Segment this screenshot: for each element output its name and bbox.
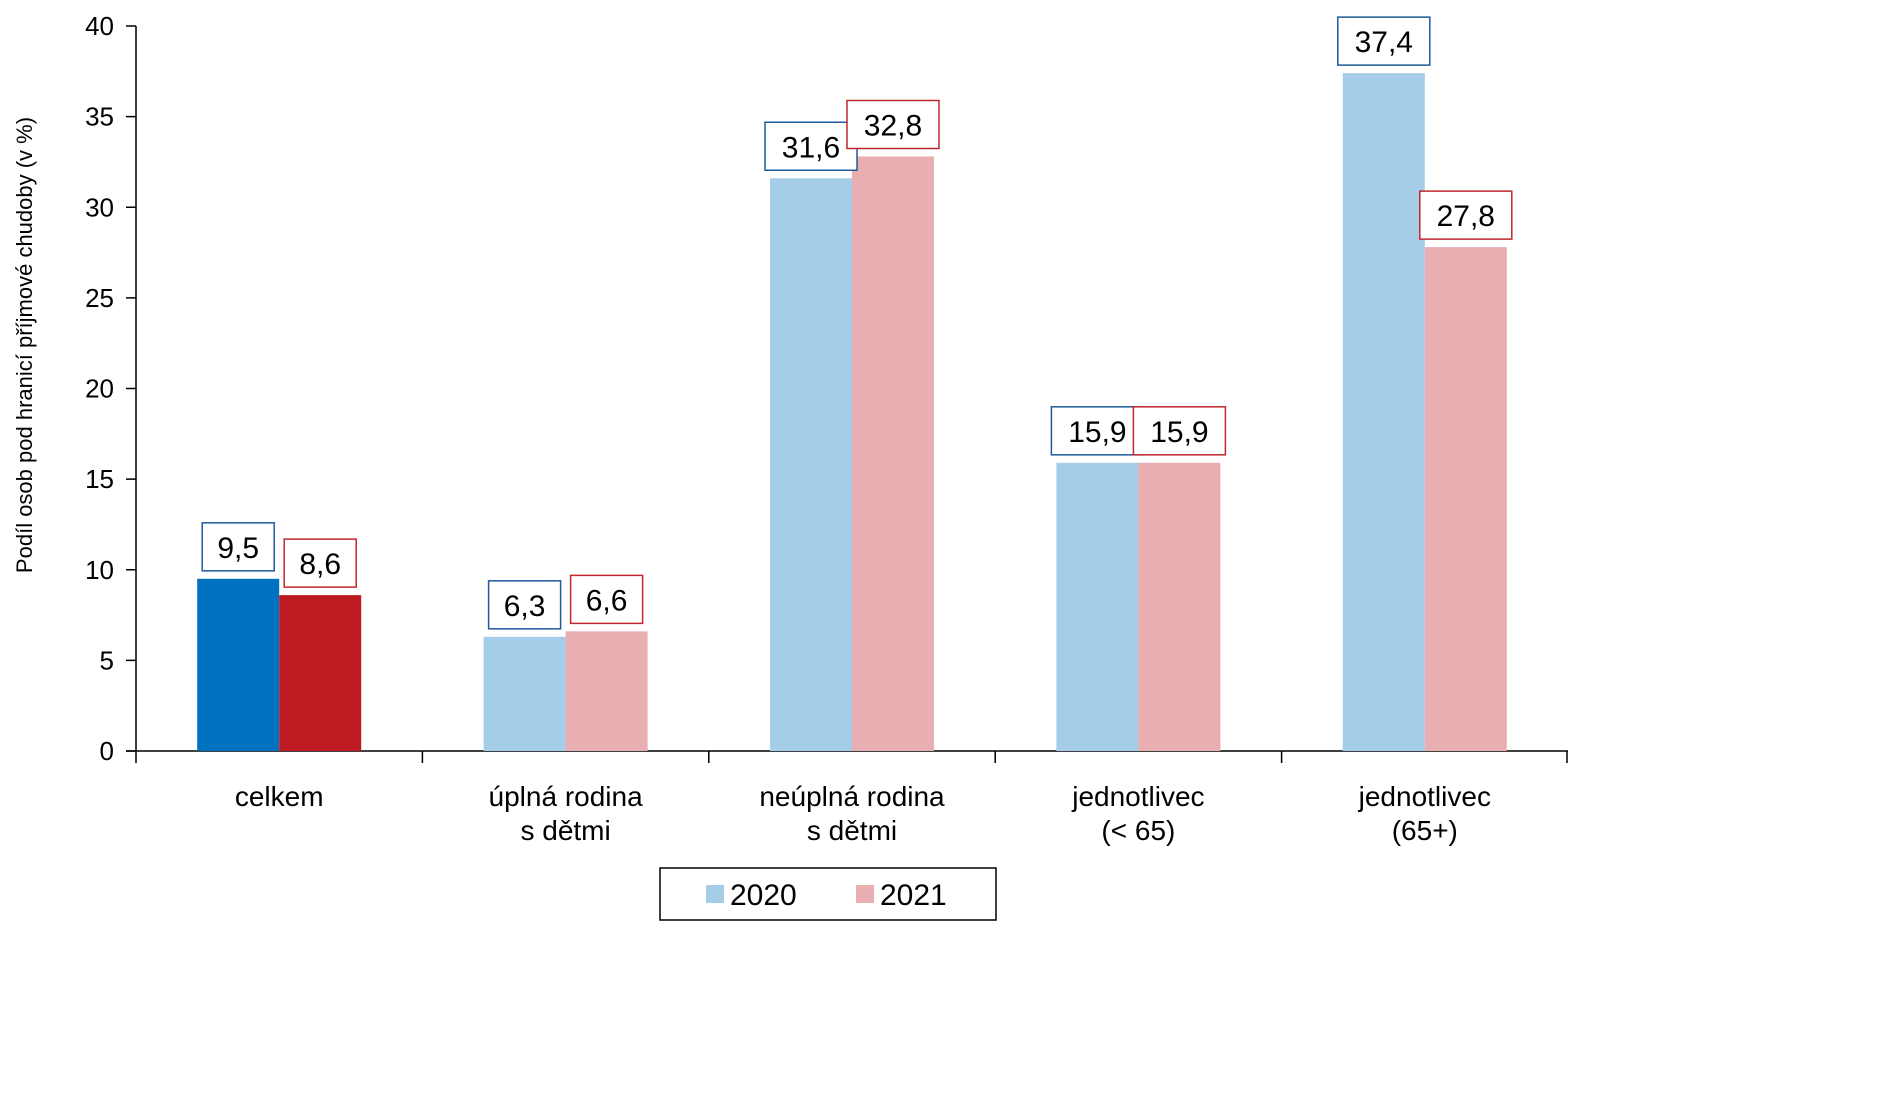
x-tick-label: jednotlivec (< 65) — [1071, 781, 1204, 846]
bar-2020-2 — [770, 178, 852, 751]
data-label: 32,8 — [864, 110, 922, 143]
axes: 0 5 10 15 20 25 30 35 40 celkem úplná rodina s dětm… — [85, 11, 1568, 846]
legend-swatch-2021 — [856, 885, 874, 903]
data-label: 27,8 — [1437, 200, 1495, 233]
bar-2021-1 — [565, 631, 648, 751]
legend-label-2021: 2021 — [880, 879, 947, 912]
bar-2021-3 — [1138, 462, 1221, 751]
data-labels: 9,5 8,6 6,3 6,6 31,6 32,8 15,9 15,9 37,4 27,8 — [201, 16, 1513, 630]
y-axis-label: Podíl osob pod hranicí příjmové chudoby … — [12, 117, 37, 573]
data-label-box — [1132, 406, 1227, 456]
bar-2020-4 — [1342, 73, 1425, 751]
y-tick-label: 20 — [85, 374, 114, 404]
data-label: 6,6 — [586, 584, 628, 617]
data-label: 15,9 — [1150, 416, 1208, 449]
data-label-box — [764, 121, 858, 171]
y-tick-label: 25 — [85, 283, 114, 313]
data-label-box — [487, 580, 562, 630]
data-label: 15,9 — [1068, 416, 1126, 449]
data-label: 31,6 — [782, 131, 840, 164]
y-tick-label: 40 — [85, 11, 114, 41]
legend-label-2020: 2020 — [730, 879, 797, 912]
bar-2021-0 — [279, 595, 362, 751]
data-label-box — [1050, 406, 1145, 456]
data-label-box — [283, 538, 357, 588]
data-label: 8,6 — [299, 548, 341, 581]
y-tick-label: 30 — [85, 192, 114, 222]
data-label-box — [569, 574, 644, 625]
y-tick-label: 10 — [85, 555, 114, 585]
chart: 0 5 10 15 20 25 30 35 40 celkem úplná rodina s dětm… — [12, 11, 1568, 921]
data-label-box — [201, 522, 275, 572]
x-tick-label: celkem — [235, 781, 324, 812]
y-tick-label: 15 — [85, 464, 114, 494]
bar-2020-0 — [197, 578, 280, 751]
y-tick-label: 0 — [100, 736, 114, 766]
bar-2020-1 — [483, 636, 566, 751]
data-label-box — [1419, 190, 1513, 240]
legend-swatch-2020 — [706, 885, 724, 903]
data-label: 6,3 — [504, 590, 546, 623]
y-tick-label: 5 — [100, 645, 114, 675]
data-label-box — [846, 99, 940, 150]
data-label-box — [1337, 16, 1431, 66]
chart-svg: 0 5 10 15 20 25 30 35 40 celkem úplná rodina s dětm… — [12, 11, 1568, 921]
x-tick-label: jednotlivec (65+) — [1358, 781, 1491, 846]
bar-2021-4 — [1424, 247, 1507, 751]
x-tick-label: úplná rodina s dětmi — [489, 781, 644, 846]
data-label: 9,5 — [217, 532, 259, 565]
bar-2021-2 — [852, 156, 934, 751]
x-tick-label: neúplná rodina s dětmi — [759, 781, 945, 846]
legend: 2020 2021 — [659, 867, 997, 921]
bar-2020-3 — [1056, 462, 1139, 751]
y-tick-label: 35 — [85, 102, 114, 132]
bars — [197, 73, 1507, 751]
data-label: 37,4 — [1355, 26, 1413, 59]
